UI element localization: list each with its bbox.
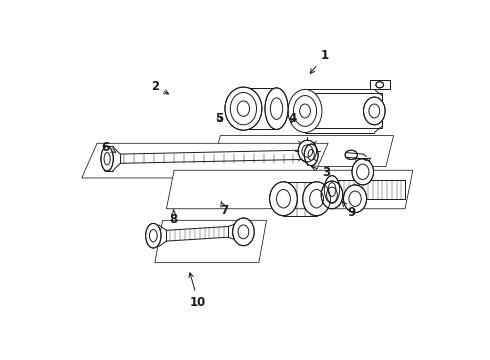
Ellipse shape [321, 181, 343, 209]
Polygon shape [213, 136, 393, 166]
Ellipse shape [364, 97, 385, 125]
Polygon shape [242, 88, 278, 130]
Ellipse shape [298, 140, 317, 162]
Text: 7: 7 [220, 202, 229, 217]
Polygon shape [167, 170, 413, 209]
Ellipse shape [352, 159, 373, 185]
Text: 5: 5 [215, 112, 223, 125]
Ellipse shape [343, 185, 367, 213]
Ellipse shape [324, 176, 340, 203]
Ellipse shape [288, 89, 322, 132]
Text: 10: 10 [189, 273, 206, 309]
Text: 8: 8 [170, 210, 178, 226]
Ellipse shape [265, 88, 288, 130]
Text: 4: 4 [289, 112, 297, 125]
Ellipse shape [304, 144, 318, 166]
Text: 3: 3 [311, 166, 331, 179]
Text: 2: 2 [151, 80, 169, 94]
Polygon shape [82, 143, 328, 178]
Text: 1: 1 [310, 49, 329, 73]
Ellipse shape [270, 182, 297, 216]
Ellipse shape [376, 82, 384, 88]
Text: 6: 6 [102, 141, 116, 154]
Ellipse shape [345, 150, 357, 159]
Text: 9: 9 [342, 202, 355, 219]
Ellipse shape [233, 218, 254, 246]
Ellipse shape [101, 147, 113, 171]
Ellipse shape [146, 223, 161, 248]
Polygon shape [301, 93, 382, 128]
Ellipse shape [225, 87, 262, 130]
Polygon shape [155, 220, 267, 263]
Ellipse shape [303, 182, 330, 216]
Polygon shape [370, 80, 390, 89]
